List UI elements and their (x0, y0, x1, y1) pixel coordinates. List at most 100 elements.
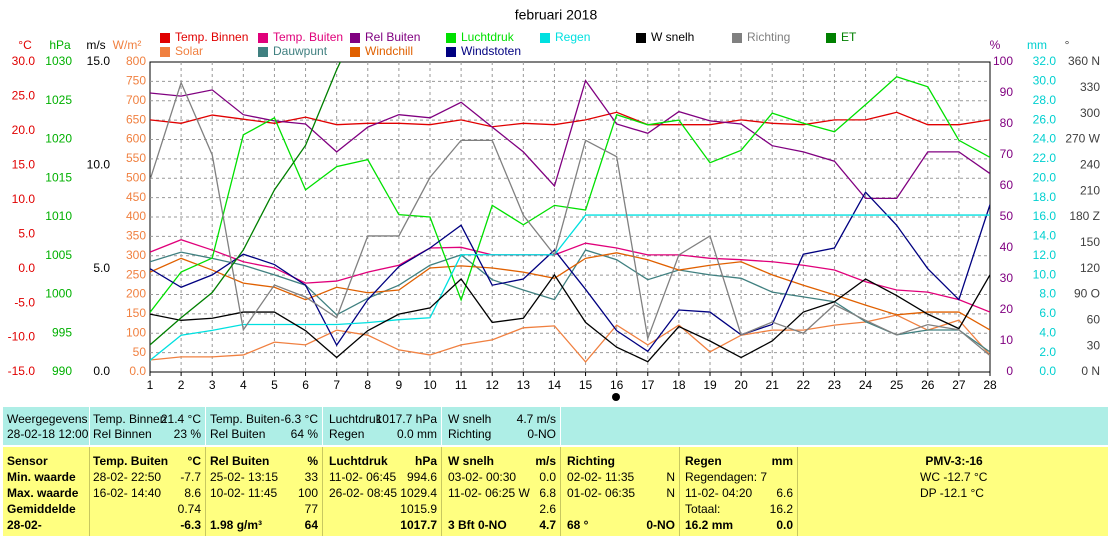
axis-title: W/m² (113, 38, 142, 52)
x-tick-label: 16 (610, 378, 624, 392)
summary-value: 64 % (290, 427, 318, 441)
y-tick-label: 30.0 (1033, 74, 1057, 88)
summary-cell: Temp. Buiten -6.3 °C Rel Buiten 64 % (206, 407, 323, 445)
y-tick-label: 26.0 (1033, 112, 1057, 126)
table-text: Luchtdruk (329, 454, 388, 468)
y-tick-label: 20 (1000, 302, 1014, 316)
table-text: 28-02- 22:50 (93, 470, 162, 484)
summary-label: 28-02-18 12:00 (7, 427, 89, 441)
extra-title: PMV-3:-16 (925, 454, 983, 468)
y-tick-label: 30.0 (12, 54, 36, 68)
y-tick-label: 15.0 (87, 54, 111, 68)
table-row: 01-02- 06:35 N (567, 486, 675, 501)
table-column: Luchtdruk hPa 11-02- 06:45 994.6 26-02- 08:4… (325, 447, 442, 536)
y-tick-label: 800 (126, 54, 146, 68)
table-row (567, 502, 675, 517)
series-group (150, 62, 990, 363)
y-tick-label: 300 (126, 248, 146, 262)
table-value: 2.6 (539, 502, 556, 516)
table-text: 16-02- 14:40 (93, 486, 162, 500)
y-tick-label: 0.0 (93, 364, 110, 378)
table-text: 1.98 g/m³ (210, 518, 263, 532)
legend-swatch (446, 33, 456, 43)
table-text: 11-02- 06:45 (329, 470, 397, 484)
table-value: 0-NO (646, 518, 675, 532)
summary-label: Temp. Buiten (210, 412, 281, 426)
y-tick-label: 750 (126, 74, 146, 88)
series-line (150, 249, 990, 353)
table-text: 02-02- 11:35 (567, 470, 635, 484)
summary-cell: Temp. Binnen 21.4 °C Rel Binnen 23 % (89, 407, 206, 445)
y-tick-label: 5.0 (93, 261, 110, 275)
x-tick-label: 9 (396, 378, 403, 392)
y-tick-label: 24.0 (1033, 132, 1057, 146)
table-text: 68 ° (567, 518, 589, 532)
y-tick-label: 50 (133, 345, 147, 359)
legend-swatch (160, 47, 170, 57)
y-tick-label: 12.0 (1033, 248, 1057, 262)
y-tick-label: 10 (1000, 333, 1014, 347)
y-tick-label: 210 (1080, 183, 1100, 197)
y-tick-label: 120 (1080, 261, 1100, 275)
x-tick-label: 6 (302, 378, 309, 392)
x-tick-label: 15 (579, 378, 593, 392)
table-row: 0.74 (93, 502, 201, 517)
x-tick-label: 23 (828, 378, 842, 392)
legend-label: W snelh (651, 30, 694, 44)
summary-line: Rel Buiten 64 % (210, 427, 318, 442)
table-value: m/s (535, 454, 556, 468)
summary-label: Temp. Binnen (93, 412, 167, 426)
y-tick-label: 1030 (45, 54, 72, 68)
table-value: 4.7 (539, 518, 556, 532)
y-tick-label: 1025 (45, 93, 72, 107)
legend-label: Dauwpunt (273, 44, 328, 58)
table-text: Rel Buiten (210, 454, 270, 468)
table-text: Max. waarde (7, 486, 79, 500)
table-text: 03-02- 00:30 (448, 470, 517, 484)
series-line (150, 80, 990, 357)
table-row: 03-02- 00:30 0.0 (448, 470, 556, 485)
y-tick-label: 30 (1087, 338, 1101, 352)
legend-label: Windstoten (461, 44, 521, 58)
y-tick-label: 28.0 (1033, 93, 1057, 107)
legend-swatch (636, 33, 646, 43)
series-line (150, 273, 990, 363)
table-row: 02-02- 11:35 N (567, 470, 675, 485)
series-line (150, 191, 990, 353)
y-tick-label: 50 (1000, 209, 1014, 223)
chart: februari 2018 1 2 3 4 5 6 7 8 9 10 11 12 13 14 15 16 17 1… (8, 7, 1101, 401)
x-tick-label: 13 (517, 378, 531, 392)
summary-label: W snelh (448, 412, 492, 426)
table-value: 77 (304, 502, 318, 516)
summary-value: 0-NO (527, 427, 556, 441)
y-tick-label: 32.0 (1033, 54, 1057, 68)
summary-value: 0.0 mm (396, 427, 437, 441)
y-tick-label: 40 (1000, 240, 1014, 254)
series-line (150, 79, 990, 200)
summary-label: Regen (329, 427, 365, 441)
table-value: -7.7 (180, 470, 201, 484)
summary-line: 28-02-18 12:00 (7, 427, 89, 442)
legend-swatch (258, 47, 268, 57)
y-tick-label: 14.0 (1033, 229, 1057, 243)
table-text: W snelh (448, 454, 495, 468)
extra-panel: PMV-3:-16 WC -12.7 °C DP -12.1 °C (800, 447, 1108, 536)
y-tick-label: 90 O (1074, 287, 1100, 301)
y-tick-label: 250 (126, 267, 146, 281)
y-tick-label: 400 (126, 209, 146, 223)
x-tick-label: 10 (423, 378, 437, 392)
table-text: 11-02- 04:20 (685, 486, 753, 500)
y-tick-label: 10.0 (12, 192, 36, 206)
table-row: 77 (210, 502, 318, 517)
table-row: 3 Bft 0-NO 4.7 (448, 518, 556, 533)
x-tick-label: 17 (641, 378, 655, 392)
y-tick-label: 270 W (1065, 132, 1100, 146)
y-tick-label: 1005 (45, 248, 72, 262)
axis-title: °C (18, 38, 32, 52)
summary-line: Temp. Buiten -6.3 °C (210, 412, 318, 427)
table-row: -6.3 (93, 518, 201, 533)
table-row: Regen mm (685, 454, 793, 469)
table-value: 0.0 (539, 470, 556, 484)
table-row: 2.6 (448, 502, 556, 517)
summary-line: W snelh 4.7 m/s (448, 412, 556, 427)
